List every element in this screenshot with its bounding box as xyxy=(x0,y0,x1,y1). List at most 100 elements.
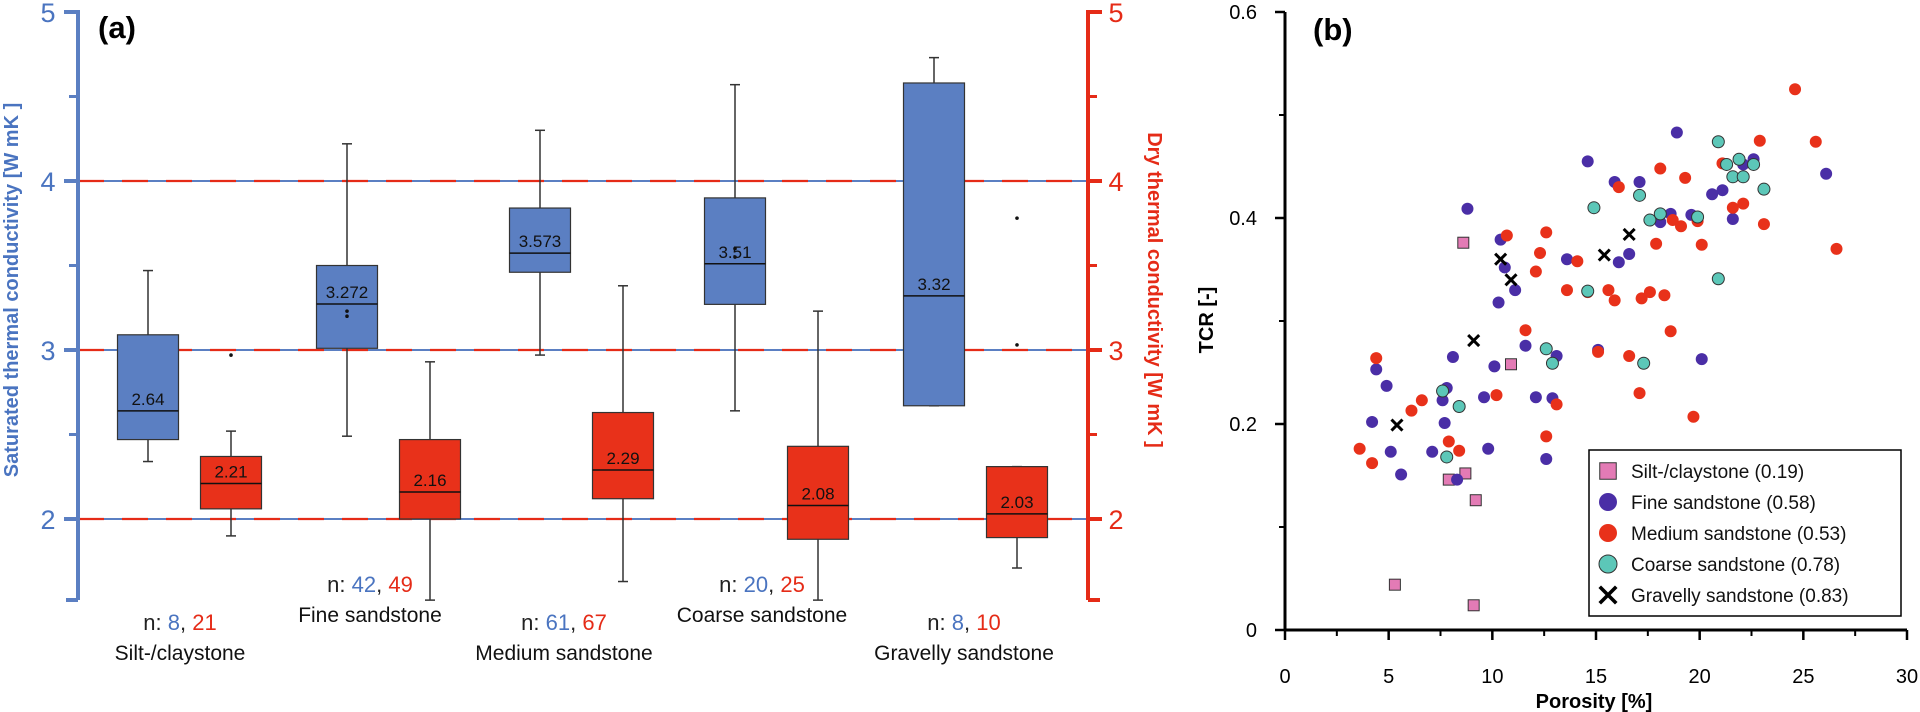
scatter-point xyxy=(1737,197,1750,210)
scatter-point xyxy=(1664,325,1677,338)
y-axis-title: TCR [-] xyxy=(1196,287,1218,354)
legend-label: Silt-/claystone (0.19) xyxy=(1631,462,1804,483)
sample-size-separator: , xyxy=(964,610,976,635)
scatter-point xyxy=(1457,236,1470,249)
sample-size-dry: 25 xyxy=(780,572,804,597)
right-axis-tick-label: 3 xyxy=(1108,336,1123,366)
scatter-point xyxy=(1608,294,1621,307)
x-axis-title: Porosity [%] xyxy=(1536,691,1653,712)
scatter-point xyxy=(1467,334,1481,348)
dry-median-label: 2.29 xyxy=(606,449,639,468)
legend: Silt-/claystone (0.19) Fine sandstone (0.… xyxy=(1588,449,1902,617)
scatter-point xyxy=(1643,213,1657,227)
scatter-point xyxy=(1488,360,1501,373)
dry-box xyxy=(786,445,850,540)
scatter-point xyxy=(1504,273,1518,287)
scatter-point xyxy=(1509,284,1522,297)
dry-box xyxy=(398,438,462,520)
saturated-outlier-point xyxy=(345,309,349,313)
scatter-point xyxy=(1529,265,1542,278)
scatter-point xyxy=(1540,226,1553,239)
sample-size-label: n: 61, 67 xyxy=(521,610,607,635)
sample-size-dry: 10 xyxy=(976,610,1000,635)
scatter-series xyxy=(1366,126,1833,486)
scatter-point xyxy=(1492,296,1505,309)
left-axis-title: Saturated thermal conductivity [W mK ] xyxy=(1,103,23,478)
scatter-point xyxy=(1711,135,1725,149)
sample-size-separator: , xyxy=(570,610,582,635)
legend-marker-stroke xyxy=(1598,585,1618,605)
panel-b-scatter: 0 5 10 15 20 25 30 0 0.2 0.4 0.6 Porosity [%] TCR [-… xyxy=(1196,2,1918,712)
scatter-point xyxy=(1658,289,1671,302)
scatter-point xyxy=(1467,599,1480,612)
group-name-label: Silt-/claystone xyxy=(115,642,246,665)
x-axis-tick-label: 15 xyxy=(1585,666,1607,688)
y-axis-tick-label: 0.6 xyxy=(1229,2,1257,24)
scatter-point xyxy=(1446,351,1459,364)
scatter-point xyxy=(1436,384,1450,398)
scatter-point xyxy=(1675,220,1688,233)
scatter-point xyxy=(1720,157,1734,171)
scatter-point xyxy=(1459,467,1472,480)
legend-label: Gravelly sandstone (0.83) xyxy=(1631,586,1849,607)
scatter-point xyxy=(1650,237,1663,250)
scatter-point xyxy=(1612,256,1625,269)
sample-size-separator: , xyxy=(180,610,192,635)
saturated-median-label: 2.64 xyxy=(131,390,164,409)
scatter-point xyxy=(1469,494,1482,507)
scatter-point xyxy=(1545,356,1559,370)
scatter-point-stroke xyxy=(1494,252,1508,266)
saturated-box xyxy=(315,264,379,349)
scatter-point xyxy=(1353,442,1366,455)
group-name-label: Fine sandstone xyxy=(298,604,442,627)
saturated-median-label: 3.32 xyxy=(917,275,950,294)
dry-box xyxy=(591,411,655,500)
scatter-point xyxy=(1405,404,1418,417)
sample-size-prefix: n: xyxy=(327,572,351,597)
scatter-point-stroke xyxy=(1597,248,1611,262)
saturated-outlier-point xyxy=(733,255,737,259)
sample-size-dry: 21 xyxy=(192,610,216,635)
scatter-series xyxy=(1390,227,1636,432)
scatter-point xyxy=(1612,181,1625,194)
scatter-point xyxy=(1529,391,1542,404)
scatter-point xyxy=(1653,207,1667,221)
sample-size-prefix: n: xyxy=(521,610,545,635)
saturated-median-label: 3.51 xyxy=(718,243,751,262)
scatter-point xyxy=(1623,248,1636,261)
scatter-point xyxy=(1370,363,1383,376)
scatter-point xyxy=(1789,83,1802,96)
scatter-point xyxy=(1623,350,1636,363)
legend-marker xyxy=(1598,554,1618,574)
legend-marker xyxy=(1599,462,1617,480)
dry-outlier-point xyxy=(1015,216,1019,220)
sample-size-prefix: n: xyxy=(719,572,743,597)
scatter-point xyxy=(1436,394,1449,407)
scatter-point xyxy=(1442,435,1455,448)
box-group: 3.573 2.29 n: 61, 67 Medium sandstone xyxy=(475,129,655,665)
scatter-point xyxy=(1820,167,1833,180)
scatter-point xyxy=(1633,175,1646,188)
y-axis-tick-label: 0.4 xyxy=(1229,208,1257,230)
sample-size-saturated: 20 xyxy=(744,572,768,597)
panel-a-boxplot: 2 2 3 3 4 4 5 5 Saturated thermal conductivity [… xyxy=(1,0,1165,665)
scatter-point xyxy=(1380,379,1393,392)
box-group: 3.272 2.16 n: 42, 49 Fine sandstone xyxy=(298,143,462,627)
sample-size-saturated: 61 xyxy=(546,610,570,635)
scatter-point xyxy=(1581,155,1594,168)
scatter-series xyxy=(1353,83,1843,470)
y-axis-tick-label: 0 xyxy=(1246,620,1257,642)
scatter-point xyxy=(1500,229,1513,242)
scatter-point xyxy=(1753,134,1766,147)
sample-size-prefix: n: xyxy=(927,610,951,635)
scatter-point xyxy=(1581,284,1595,298)
scatter-point xyxy=(1633,387,1646,400)
scatter-point xyxy=(1597,248,1611,262)
scatter-point xyxy=(1426,445,1439,458)
scatter-point xyxy=(1534,247,1547,260)
dry-median-label: 2.21 xyxy=(214,463,247,482)
scatter-point xyxy=(1633,188,1647,202)
box-group: 2.64 2.21 n: 8, 21 Silt-/claystone xyxy=(115,269,263,665)
scatter-point xyxy=(1691,210,1705,224)
dry-outlier-point xyxy=(229,353,233,357)
